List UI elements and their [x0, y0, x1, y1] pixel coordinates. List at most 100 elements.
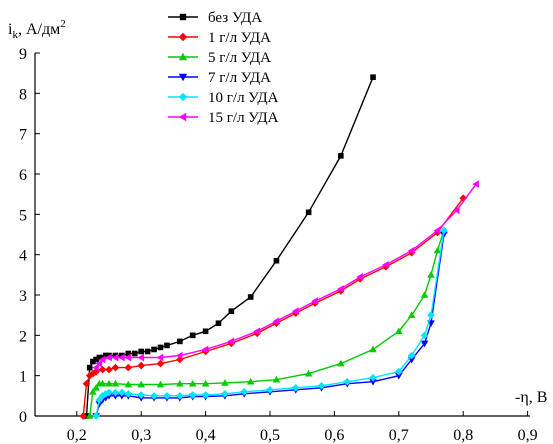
data-point — [433, 246, 442, 254]
data-point — [395, 327, 403, 335]
data-point — [452, 206, 460, 215]
data-point — [407, 311, 416, 318]
legend-item: 5 г/л УДА — [168, 50, 271, 66]
data-point — [188, 391, 197, 399]
x-tick-label: 0,8 — [453, 427, 473, 444]
data-point — [93, 356, 99, 363]
legend-item: 15 г/л УДА — [168, 110, 279, 126]
legend-marker — [179, 13, 187, 21]
data-point — [215, 320, 222, 327]
data-point — [144, 348, 151, 355]
data-point — [291, 307, 299, 315]
data-point — [317, 381, 326, 390]
data-point — [201, 379, 210, 387]
data-point — [370, 74, 376, 80]
data-point — [105, 353, 112, 362]
data-point — [124, 390, 133, 398]
data-point — [177, 338, 183, 345]
data-point — [395, 372, 403, 380]
data-point — [98, 365, 107, 374]
legend-label: 7 г/л УДА — [208, 70, 271, 86]
data-point — [151, 346, 157, 353]
legend-label: 1 г/л УДА — [208, 30, 271, 46]
data-point — [427, 271, 435, 278]
data-point — [164, 342, 170, 349]
series-5 — [92, 226, 448, 420]
data-point — [105, 379, 113, 387]
data-point — [221, 390, 229, 398]
series-line — [95, 183, 477, 369]
data-point — [157, 344, 164, 351]
data-point — [337, 285, 344, 293]
data-point — [382, 260, 389, 269]
y-tick-label: 8 — [19, 86, 27, 103]
data-point — [98, 379, 107, 387]
y-tick-label: 7 — [19, 127, 27, 144]
data-point — [272, 317, 280, 326]
legend-marker — [178, 92, 188, 102]
data-point — [176, 351, 183, 360]
data-point — [343, 377, 352, 386]
legend-marker — [178, 52, 188, 61]
data-point — [95, 401, 104, 408]
data-point — [272, 375, 281, 383]
y-axis-label-superscript: 2 — [60, 18, 66, 30]
x-tick-label: 0,5 — [260, 427, 280, 444]
data-point — [137, 391, 145, 399]
y-tick-label: 5 — [19, 207, 27, 224]
data-point — [337, 359, 345, 367]
y-tick-label: 0 — [19, 409, 27, 426]
data-point — [433, 226, 441, 235]
data-point — [79, 412, 88, 420]
y-tick-label: 1 — [19, 369, 27, 386]
data-point — [89, 388, 97, 395]
data-point — [273, 257, 280, 264]
data-point — [472, 180, 479, 188]
legend-item: 7 г/л УДА — [168, 70, 271, 86]
data-point — [98, 355, 106, 364]
data-point — [420, 291, 429, 298]
data-point — [420, 340, 429, 348]
y-axis-label-symbol: i — [8, 21, 13, 38]
data-point — [92, 412, 100, 420]
legend-item: 1 г/л УДА — [168, 30, 271, 46]
data-point — [247, 294, 254, 300]
legend-label: без УДА — [208, 10, 262, 26]
series-2 — [79, 194, 467, 420]
data-point — [227, 337, 235, 346]
data-point — [111, 388, 120, 397]
legend-item: 10 г/л УДА — [168, 90, 279, 106]
y-tick-label: 2 — [19, 328, 27, 345]
plot-frame — [34, 53, 530, 417]
series-layer — [79, 74, 479, 420]
data-point — [125, 350, 132, 357]
data-point — [253, 327, 260, 336]
data-point — [101, 390, 110, 398]
x-tick-label: 0,4 — [196, 427, 216, 444]
data-point — [156, 353, 164, 362]
data-point — [137, 380, 145, 388]
x-tick-label: 0,6 — [324, 427, 344, 444]
data-point — [124, 380, 133, 388]
data-point — [356, 273, 363, 281]
legend-marker — [178, 112, 187, 122]
data-point — [137, 361, 145, 370]
data-point — [98, 392, 107, 400]
data-point — [305, 209, 312, 216]
data-point — [96, 354, 103, 361]
data-point — [92, 383, 100, 391]
y-axis-ticks: 0 1 2 3 4 5 6 7 8 9 — [19, 46, 40, 426]
data-point — [369, 373, 377, 382]
data-point — [189, 332, 196, 339]
legend: без УДА 1 г/л УДА 5 г/л УДА 7 г/л УДА 10 г/л… — [168, 10, 279, 126]
data-point — [111, 353, 119, 362]
data-point — [86, 364, 93, 371]
data-point — [338, 153, 344, 159]
data-point — [176, 392, 184, 400]
data-point — [202, 328, 209, 335]
y-tick-label: 4 — [19, 248, 27, 265]
data-point — [102, 352, 109, 359]
data-point — [420, 331, 429, 340]
series-line — [89, 230, 445, 417]
